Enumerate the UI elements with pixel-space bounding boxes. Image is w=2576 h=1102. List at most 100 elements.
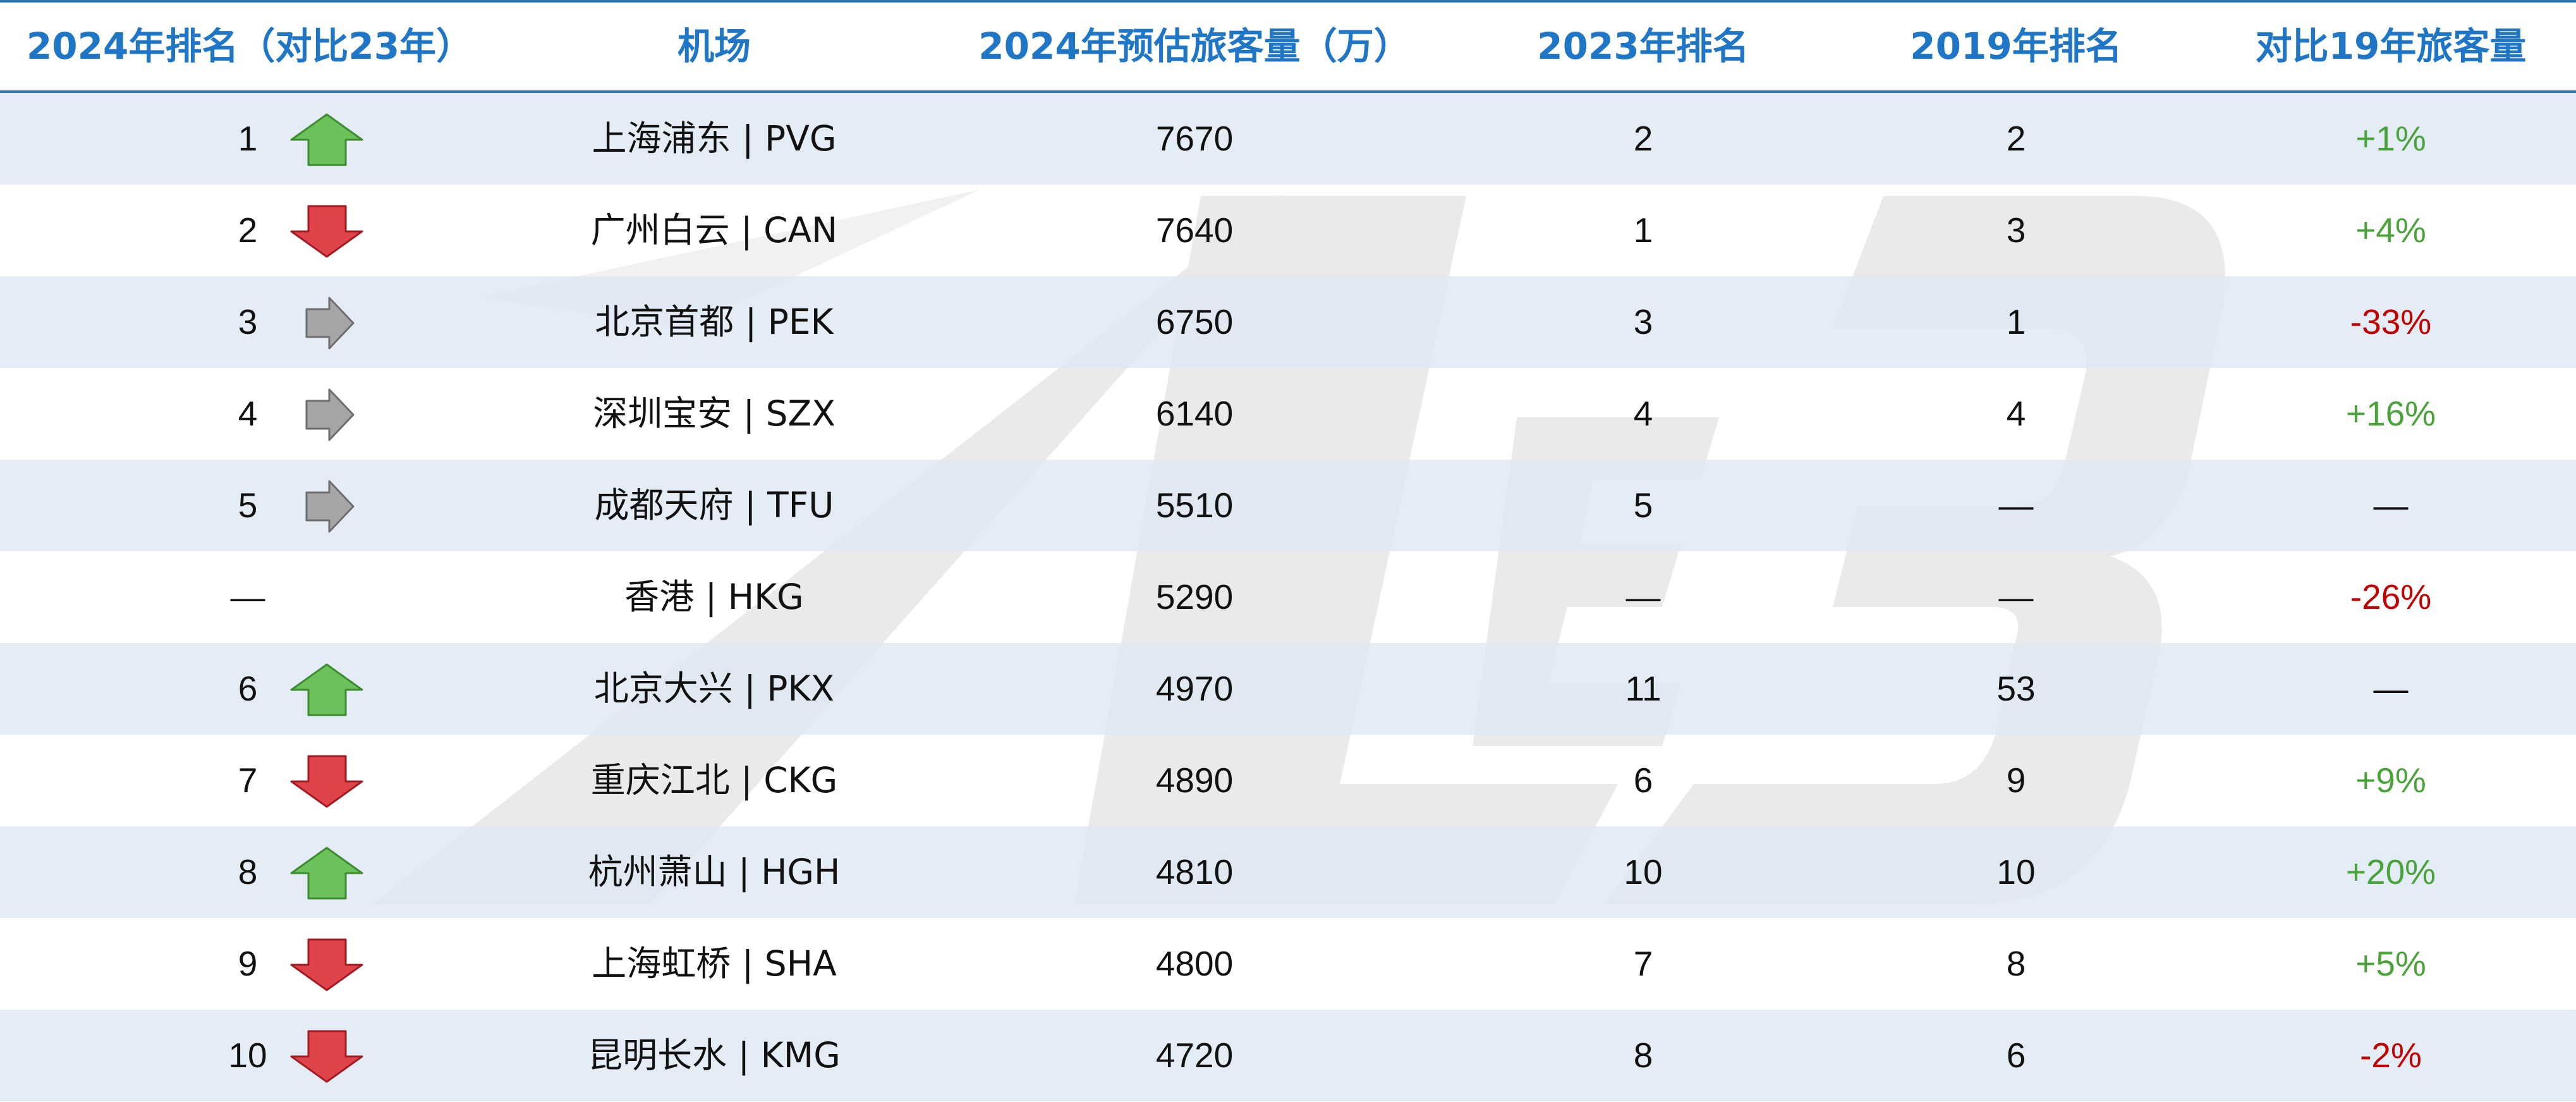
rank-2019: 53 [1996,669,2036,708]
rank-2023: 7 [1633,944,1653,983]
airport-name: 上海浦东 | PVG [592,118,837,159]
trend-same-icon [305,388,355,441]
trend-up-icon [290,113,363,166]
passengers-2024: 6750 [1155,302,1234,341]
trend-down-icon [290,205,363,258]
rank-2019: 6 [2006,1036,2026,1075]
rank-2019: — [1998,486,2034,525]
rank-2024: 3 [238,302,258,341]
trend-same-icon [305,480,355,533]
header-rank-2024: 2024年排名（对比23年） [26,25,473,68]
rank-2019: 1 [2006,302,2026,341]
vs-2019-change: +5% [2355,944,2426,983]
rank-cell: 7 [0,735,499,826]
rank-2023: 8 [1633,1036,1653,1075]
table-row: 4 深圳宝安 | SZX 6140 4 4 +16% [0,368,2576,460]
trend-same-icon [305,297,355,350]
vs-2019-change: +9% [2355,761,2426,800]
airport-name: 上海虹桥 | SHA [592,943,837,984]
rank-2019: 8 [2006,944,2026,983]
rank-2024: 4 [238,394,258,433]
rank-cell: 2 [0,185,499,276]
table-row: 5 成都天府 | TFU 5510 5 — — [0,460,2576,551]
rank-2024: 2 [238,211,258,250]
airport-name: 昆明长水 | KMG [588,1035,841,1075]
trend-up-icon [290,663,363,716]
rank-2023: 10 [1624,852,1663,891]
header-passengers-2024: 2024年预估旅客量（万） [978,25,1411,68]
vs-2019-change: -33% [2350,302,2432,341]
passengers-2024: 7640 [1155,211,1234,250]
trend-down-icon [290,938,363,991]
table-row: — 香港 | HKG 5290 — — -26% [0,551,2576,643]
vs-2019-change: +4% [2355,211,2426,250]
rank-2023: 1 [1633,211,1653,250]
rank-2019: 10 [1996,852,2036,891]
table-row: 10 昆明长水 | KMG 4720 8 6 -2% [0,1010,2576,1101]
rank-2023: 4 [1633,394,1653,433]
passengers-2024: 4970 [1155,669,1234,708]
vs-2019-change: -2% [2360,1036,2422,1075]
rank-cell: 5 [0,460,499,551]
rank-2024: 8 [238,852,258,891]
airport-name: 北京首都 | PEK [595,302,834,342]
passengers-2024: 5510 [1155,486,1234,525]
airport-name: 北京大兴 | PKX [593,668,835,709]
vs-2019-change: -26% [2350,577,2432,616]
rank-2024: 10 [228,1036,267,1075]
rank-2019: 3 [2006,211,2026,250]
airport-name: 香港 | HKG [624,577,804,617]
rank-2023: 3 [1633,302,1653,341]
trend-down-icon [290,755,363,808]
table-body: 1 上海浦东 | PVG 7670 2 2 +1% 2 广州白云 | CAN 7640 1 3 +4%… [0,93,2576,1101]
rank-2023: 11 [1625,669,1662,708]
rank-2023: 6 [1633,761,1653,800]
rank-2019: 2 [2006,119,2026,158]
rank-cell: 6 [0,643,499,735]
table-row: 6 北京大兴 | PKX 4970 11 53 — [0,643,2576,735]
rank-2024: 7 [238,761,258,800]
header-airport: 机场 [677,25,751,68]
table-row: 2 广州白云 | CAN 7640 1 3 +4% [0,185,2576,276]
table-row: 8 杭州萧山 | HGH 4810 10 10 +20% [0,826,2576,918]
vs-2019-change: +20% [2345,852,2436,891]
passengers-2024: 7670 [1155,119,1234,158]
airport-name: 重庆江北 | CKG [590,760,838,800]
vs-2019-change: — [2373,486,2409,525]
airport-name: 广州白云 | CAN [590,210,838,250]
vs-2019-change: — [2373,669,2409,708]
rank-2019: 9 [2006,761,2026,800]
rank-cell: 10 [0,1010,499,1101]
rank-2019: — [1998,577,2034,616]
table-row: 9 上海虹桥 | SHA 4800 7 8 +5% [0,918,2576,1010]
rank-cell: 3 [0,276,499,368]
passengers-2024: 4720 [1155,1036,1234,1075]
passengers-2024: 4810 [1155,852,1234,891]
trend-up-icon [290,847,363,900]
airport-name: 成都天府 | TFU [594,485,834,525]
header-vs-2019: 对比19年旅客量 [2255,25,2527,68]
passengers-2024: 4890 [1155,761,1234,800]
rank-2024: — [230,577,265,616]
airport-name: 杭州萧山 | HGH [588,852,841,892]
rank-2023: — [1625,577,1661,616]
rank-2023: 2 [1633,119,1653,158]
vs-2019-change: +1% [2355,119,2426,158]
table-row: 1 上海浦东 | PVG 7670 2 2 +1% [0,93,2576,185]
rank-cell: 8 [0,826,499,918]
rank-cell: — [0,551,499,643]
rank-cell: 1 [0,93,499,185]
header-rank-2023: 2023年排名 [1537,25,1749,68]
airport-name: 深圳宝安 | SZX [593,393,835,434]
trend-down-icon [290,1030,363,1083]
rank-2024: 9 [238,944,258,983]
rank-cell: 4 [0,368,499,460]
rank-2024: 1 [238,119,258,158]
passengers-2024: 6140 [1155,394,1234,433]
rank-2023: 5 [1633,486,1653,525]
table-header: 2024年排名（对比23年） 机场 2024年预估旅客量（万） 2023年排名 … [0,0,2576,93]
rank-2024: 6 [238,669,258,708]
vs-2019-change: +16% [2345,394,2436,433]
header-rank-2019: 2019年排名 [1910,25,2122,68]
